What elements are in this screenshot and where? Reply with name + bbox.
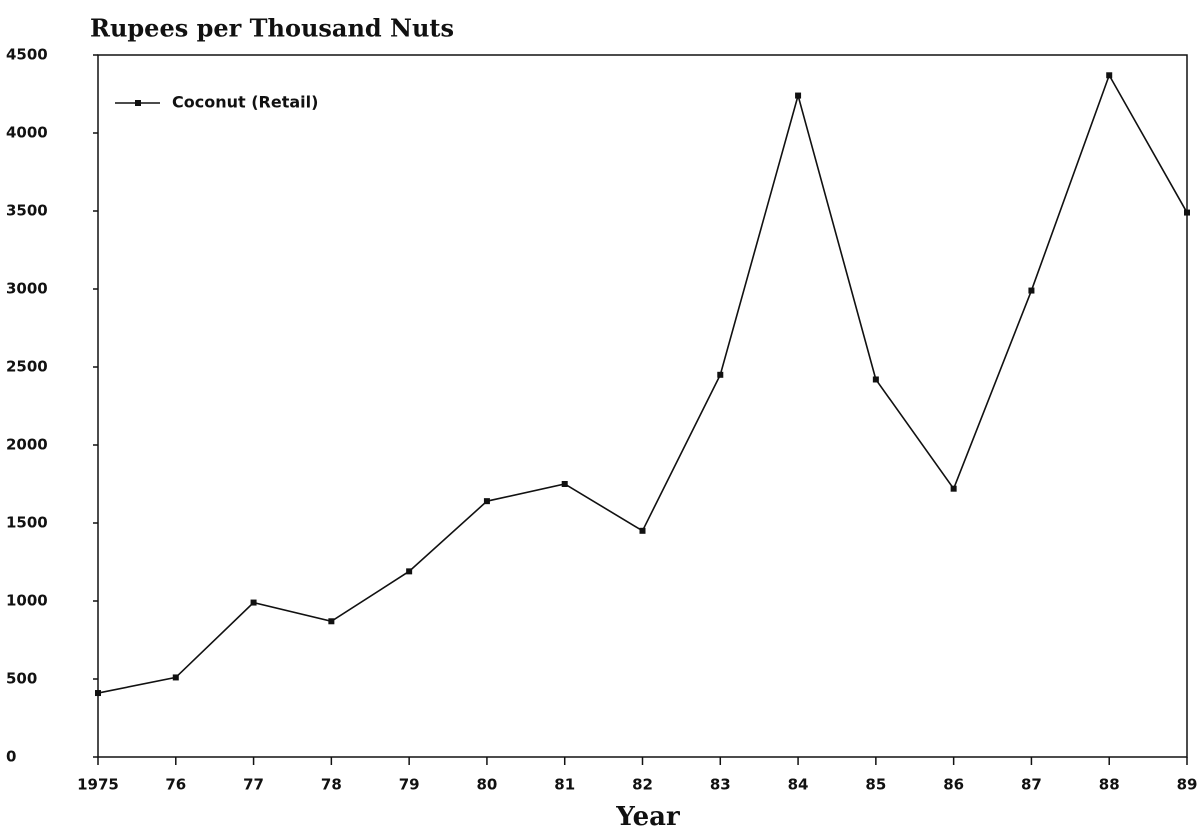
x-tick-label: 81 xyxy=(554,776,575,794)
x-tick-label: 77 xyxy=(243,776,264,794)
legend-marker xyxy=(135,100,141,106)
data-point xyxy=(1028,287,1035,294)
data-point xyxy=(1184,209,1190,216)
x-tick-label: 82 xyxy=(632,776,653,794)
data-point xyxy=(717,371,724,378)
y-tick-label: 1000 xyxy=(6,592,48,610)
y-tick-label: 2000 xyxy=(6,436,48,454)
x-tick-label: 80 xyxy=(476,776,497,794)
x-tick-label: 87 xyxy=(1021,776,1042,794)
x-tick-label: 84 xyxy=(788,776,809,794)
data-point xyxy=(250,599,257,606)
data-line xyxy=(97,73,1188,694)
x-tick-label: 88 xyxy=(1099,776,1120,794)
y-tick-label: 500 xyxy=(6,670,37,688)
y-tick-label: 4000 xyxy=(6,124,48,142)
data-point xyxy=(95,690,101,697)
data-point xyxy=(639,527,646,534)
y-tick-label: 2500 xyxy=(6,358,48,376)
y-tick-label: 1500 xyxy=(6,514,48,532)
x-tick-label: 86 xyxy=(943,776,964,794)
data-point xyxy=(1106,72,1113,79)
x-tick-label: 79 xyxy=(399,776,420,794)
data-point xyxy=(950,485,957,492)
plot-frame xyxy=(97,54,1188,758)
y-tick-label: 0 xyxy=(6,748,16,766)
x-tick-label: 83 xyxy=(710,776,731,794)
data-point xyxy=(328,618,335,625)
data-point xyxy=(872,376,879,383)
chart-title: Rupees per Thousand Nuts xyxy=(90,14,454,43)
data-point xyxy=(561,481,568,487)
data-point xyxy=(795,92,802,99)
x-tick-label: 78 xyxy=(321,776,342,794)
y-tick-label: 3500 xyxy=(6,202,48,220)
data-point xyxy=(172,674,179,681)
data-point xyxy=(406,568,413,575)
x-tick-label: 1975 xyxy=(77,776,119,794)
x-tick-label: 85 xyxy=(865,776,886,794)
x-tick-label: 89 xyxy=(1177,776,1198,794)
data-point xyxy=(483,498,490,505)
x-tick-label: 76 xyxy=(165,776,186,794)
y-tick-label: 3000 xyxy=(6,280,48,298)
x-axis-label: Year xyxy=(615,802,680,832)
y-tick-label: 4500 xyxy=(6,46,48,64)
legend-label: Coconut (Retail) xyxy=(172,93,318,112)
